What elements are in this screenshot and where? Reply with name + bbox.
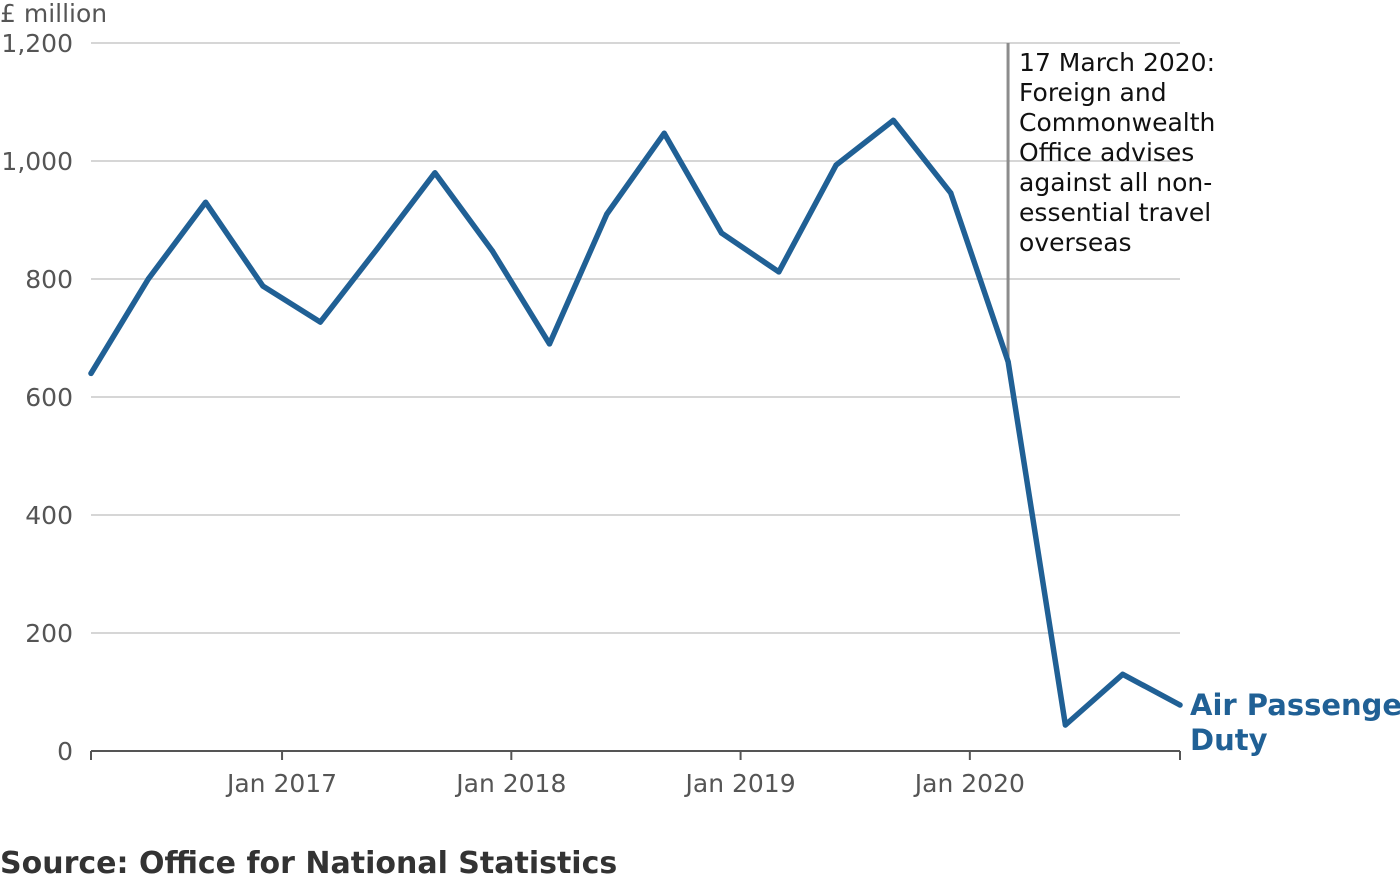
data-point <box>260 283 266 289</box>
data-point <box>489 248 495 254</box>
source-note: Source: Office for National Statistics <box>0 846 617 878</box>
data-point <box>432 170 438 176</box>
annotation-text-line: essential travel <box>1019 198 1211 227</box>
data-point <box>1120 671 1126 677</box>
y-tick-label: 400 <box>25 501 73 530</box>
series-label-line: Air Passenger <box>1190 688 1400 722</box>
x-tick-label: Jan 2017 <box>225 769 337 798</box>
y-tick-label: 600 <box>25 383 73 412</box>
data-point <box>145 276 151 282</box>
annotation-text-line: Office advises <box>1019 138 1194 167</box>
y-tick-label: 1,200 <box>1 29 73 58</box>
annotation-text-line: Commonwealth <box>1019 108 1215 137</box>
series-line-air-passenger-duty <box>88 117 1183 728</box>
data-point <box>374 245 381 251</box>
data-point <box>1005 359 1011 365</box>
data-point <box>833 162 839 168</box>
annotation-text-line: 17 March 2020: <box>1019 48 1215 77</box>
y-tick-label: 0 <box>57 737 73 766</box>
y-axis-unit-label: £ million <box>0 0 107 28</box>
data-point <box>948 190 954 196</box>
x-tick-label: Jan 2019 <box>684 769 796 798</box>
data-point <box>604 211 610 217</box>
data-point <box>546 341 553 347</box>
x-tick-label: Jan 2018 <box>454 769 566 798</box>
annotation-text-line: Foreign and <box>1019 78 1167 107</box>
series-label: Air Passenger Duty <box>1190 688 1400 757</box>
data-point <box>776 269 782 275</box>
y-tick-label: 800 <box>25 265 73 294</box>
annotation-text-line: against all non- <box>1019 168 1212 197</box>
data-point <box>317 319 323 325</box>
annotation-text: 17 March 2020: Foreign and Commonwealth Off… <box>1019 48 1215 257</box>
series-layer: Air Passenger Duty <box>88 117 1400 757</box>
y-tick-label: 200 <box>25 619 73 648</box>
series-label-line: Duty <box>1190 723 1268 757</box>
data-point <box>661 130 667 136</box>
data-point <box>1177 702 1183 708</box>
data-point <box>88 370 94 376</box>
annotation: 17 March 2020: Foreign and Commonwealth Off… <box>1006 43 1215 362</box>
gridlines <box>91 42 1180 634</box>
data-point <box>203 199 209 205</box>
data-point <box>1062 722 1068 728</box>
annotation-text-line: overseas <box>1019 228 1132 257</box>
y-tick-label: 1,000 <box>1 147 73 176</box>
data-point <box>718 230 725 236</box>
axes: 0 200 400 600 800 1,000 1,200 Jan 2017 Jan 2018 J… <box>1 29 1181 798</box>
x-tick-label: Jan 2020 <box>913 769 1025 798</box>
data-point <box>890 117 897 123</box>
